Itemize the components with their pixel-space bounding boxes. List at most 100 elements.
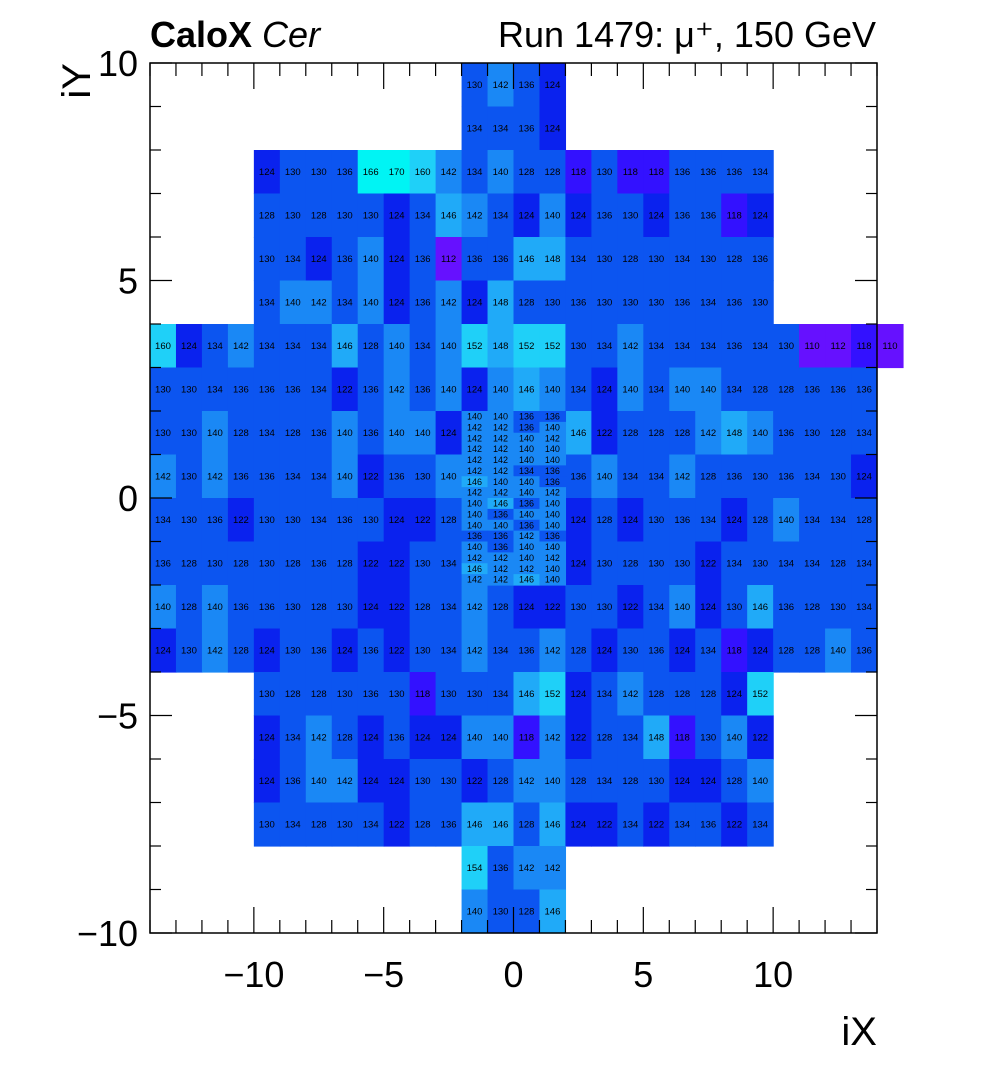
tower-cell [331, 411, 359, 456]
tower-cell [253, 454, 281, 499]
tower-value-label: 130 [596, 602, 612, 613]
fine-tower-value-label: 142 [493, 444, 508, 454]
tower-cell [331, 280, 359, 325]
tower-cell [253, 498, 281, 543]
tower-cell [409, 367, 437, 412]
tower-value-label: 134 [415, 341, 431, 352]
tower-value-label: 124 [389, 298, 405, 309]
fine-tower-cell [539, 508, 567, 521]
tower-value-label: 146 [545, 907, 561, 918]
tower-cell [331, 193, 359, 238]
tower-cell [565, 802, 592, 847]
tower-cell [695, 237, 722, 282]
tower-cell [435, 541, 463, 586]
tower-value-label: 122 [233, 515, 249, 526]
tower-cell [253, 585, 281, 630]
tower-value-label: 130 [415, 646, 431, 657]
tower-cell [175, 585, 203, 630]
tower-value-label: 136 [259, 472, 275, 483]
tower-value-label: 134 [726, 385, 742, 396]
tower-value-label: 140 [778, 515, 794, 526]
tower-value-label: 118 [571, 167, 586, 178]
tower-cell [383, 280, 411, 325]
tower-value-label: 142 [441, 298, 457, 309]
tower-cell [721, 150, 748, 195]
tower-cell [435, 367, 463, 412]
tower-cell [409, 672, 437, 717]
tower-cell [773, 628, 800, 673]
tower-cell [643, 628, 670, 673]
tower-value-label: 130 [622, 646, 638, 657]
tower-cell [175, 367, 203, 412]
tower-value-label: 128 [285, 428, 301, 439]
tower-value-label: 134 [752, 341, 768, 352]
tower-cell [773, 585, 800, 630]
fine-tower-value-label: 142 [467, 444, 482, 454]
tower-cell [383, 367, 411, 412]
tower-value-label: 142 [155, 472, 171, 483]
tower-value-label: 124 [389, 254, 405, 265]
tower-value-label: 170 [389, 167, 405, 178]
tower-cell [487, 150, 515, 195]
tower-cell [279, 759, 307, 804]
fine-tower-value-label: 140 [545, 422, 560, 432]
tower-value-label: 134 [467, 167, 483, 178]
tower-cell [227, 411, 255, 456]
tower-value-label: 134 [285, 254, 301, 265]
tower-cell [721, 324, 748, 369]
tower-value-label: 124 [467, 385, 483, 396]
tower-value-label: 128 [700, 472, 716, 483]
tower-value-label: 110 [805, 341, 820, 352]
axis-ticks: −10 −5 0 5 10 −10 −5 0 5 10 [77, 43, 878, 995]
fine-tower-value-label: 136 [545, 531, 560, 541]
tower-value-label: 124 [389, 776, 405, 787]
tower-cell [409, 541, 437, 586]
tower-cell [773, 498, 800, 543]
tower-cell [513, 324, 541, 369]
fine-tower-cell [539, 476, 567, 488]
tower-cell [539, 324, 567, 369]
tower-value-label: 130 [285, 211, 301, 222]
tower-cell [150, 541, 177, 586]
tower-cell [799, 367, 826, 412]
tower-cell [487, 106, 515, 151]
tower-value-label: 128 [804, 646, 820, 657]
tower-cell [461, 889, 489, 934]
tower-cell [669, 150, 696, 195]
tower-value-label: 136 [726, 298, 742, 309]
tower-cell [539, 585, 567, 630]
tower-cell [357, 411, 385, 456]
tower-value-label: 142 [467, 211, 483, 222]
tower-cell [331, 367, 359, 412]
tower-cell [513, 628, 541, 673]
tower-cell [747, 802, 774, 847]
tower-value-label: 134 [856, 428, 872, 439]
tower-value-label: 128 [700, 689, 716, 700]
tower-cell [695, 628, 722, 673]
fine-tower-value-label: 142 [493, 466, 508, 476]
tower-cell [487, 324, 515, 369]
tower-cell [721, 454, 748, 499]
tower-value-label: 140 [545, 211, 561, 222]
tower-cell [279, 498, 307, 543]
tower-cell [305, 150, 333, 195]
tower-cell [695, 193, 722, 238]
tower-value-label: 130 [622, 211, 638, 222]
tower-value-label: 136 [363, 689, 379, 700]
tower-cell [305, 802, 333, 847]
fine-tower-cell [513, 541, 541, 553]
tower-value-label: 152 [545, 341, 561, 352]
tower-cell [825, 498, 852, 543]
tower-cell [539, 846, 567, 891]
tower-cell [357, 280, 385, 325]
tower-cell [565, 672, 592, 717]
tower-cell [513, 672, 541, 717]
tower-value-label: 124 [726, 689, 742, 700]
tower-cell [565, 411, 592, 456]
tower-value-label: 142 [311, 733, 327, 744]
tower-value-label: 134 [700, 646, 716, 657]
fine-tower-cell [461, 541, 489, 553]
tower-value-label: 134 [207, 341, 223, 352]
fine-tower-cell [513, 552, 541, 564]
tower-cell [150, 411, 177, 456]
